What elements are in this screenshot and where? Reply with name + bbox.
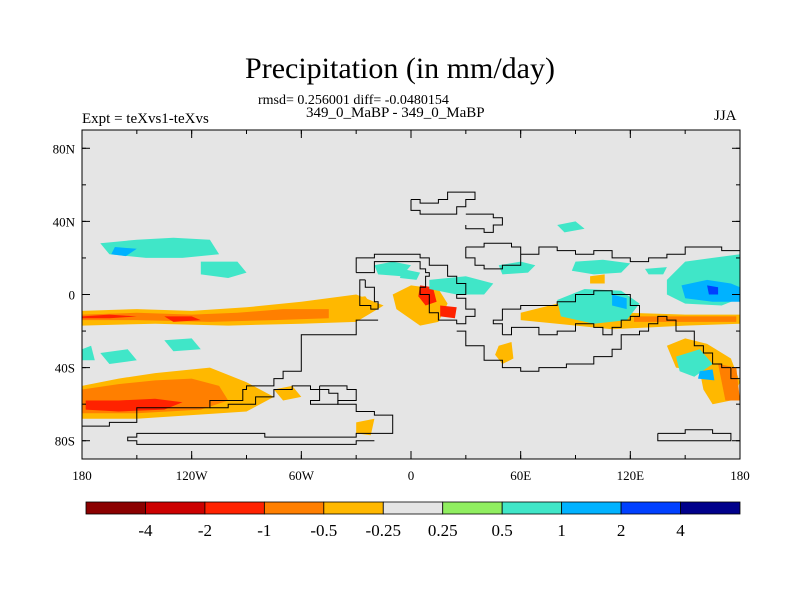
- precip-region-band-s-pac-max2: [164, 316, 201, 322]
- y-tick-label: 40N: [53, 214, 76, 229]
- precip-region-africa-green: [429, 276, 494, 295]
- colorbar-swatch-8: [561, 501, 622, 515]
- map-plot-area: [81, 129, 741, 460]
- y-tick-label: 80S: [55, 434, 75, 449]
- colorbar-label: 2: [617, 521, 626, 540]
- x-tick-label: 60E: [510, 468, 531, 483]
- precip-region-spot-b: [356, 418, 375, 436]
- colorbar-swatch-7: [501, 501, 563, 515]
- colorbar-label: -2: [198, 521, 212, 540]
- x-tick-label: 120W: [176, 468, 209, 483]
- coastline-8: [465, 213, 503, 233]
- x-tick-label: 180: [72, 468, 92, 483]
- coastline-10: [520, 246, 740, 263]
- chart-subtitle: rmsd= 0.256001 diff= -0.0480154: [258, 93, 449, 108]
- colorbar-swatch-5: [382, 501, 444, 515]
- colorbar-label: 4: [676, 521, 685, 540]
- continent-outlines: [82, 191, 740, 445]
- precip-region-pac-green-s: [100, 349, 137, 364]
- precip-region-africa-core: [418, 285, 437, 306]
- colorbar: -4 -2 -1 -0.5 -0.25 0.25 0.5 1 2 4: [85, 501, 741, 540]
- x-tick-label: 60W: [289, 468, 315, 483]
- colorbar-swatch-9: [620, 501, 681, 515]
- coastline-2: [310, 385, 357, 405]
- precip-region-e-pac-s-core: [718, 364, 740, 401]
- experiment-label: Expt = teXvs1-teXvs: [82, 111, 209, 127]
- colorbar-swatch-10: [680, 501, 741, 515]
- precip-region-pac-green-s2: [164, 338, 201, 352]
- coastline-4: [359, 279, 379, 310]
- coastline-9: [465, 242, 522, 270]
- precip-region-nh-band-west-core: [111, 247, 137, 257]
- colorbar-label: 0.25: [428, 521, 458, 540]
- precip-region-spot-e: [337, 296, 375, 313]
- colorbar-label: -0.5: [310, 521, 337, 540]
- colorbar-swatch-6: [442, 501, 503, 515]
- precip-region-spot-c: [495, 342, 514, 364]
- coastline-7: [410, 191, 476, 215]
- coastline-5: [456, 315, 740, 383]
- precip-region-spot-green-a: [557, 221, 585, 233]
- precip-region-w-pac-eq-max: [707, 285, 719, 295]
- colorbar-swatch-4: [323, 501, 384, 515]
- colorbar-swatch-3: [263, 501, 325, 515]
- colorbar-label: -1: [257, 521, 271, 540]
- precip-region-pac-green-s3: [82, 345, 95, 361]
- coastline-6: [492, 290, 640, 336]
- coastline-1: [127, 385, 394, 445]
- colorbar-swatch-1: [145, 501, 206, 515]
- precip-region-s-america-green: [676, 349, 713, 377]
- coastline-0: [82, 319, 379, 427]
- precip-region-s-america-blue: [698, 369, 715, 381]
- y-tick-label: 80N: [53, 141, 76, 156]
- colorbar-label: 0.5: [492, 521, 513, 540]
- precipitation-regions: [82, 221, 740, 436]
- period-label: 349_0_MaBP - 349_0_MaBP: [306, 105, 485, 121]
- y-tick-label: 0: [69, 288, 76, 303]
- precip-region-nh-band-west-b: [200, 261, 247, 278]
- chart-title: Precipitation (in mm/day): [245, 52, 555, 85]
- colorbar-swatch-2: [204, 501, 265, 515]
- precip-region-band-s-pac-core: [82, 309, 329, 322]
- y-axis: 80S 40S 0 40N 80N: [53, 141, 740, 449]
- precip-region-pacific-ne-green: [400, 268, 421, 280]
- x-tick-label: 120E: [617, 468, 645, 483]
- season-label: JJA: [714, 108, 737, 124]
- x-tick-label: 0: [408, 468, 415, 483]
- coastline-3: [355, 253, 476, 325]
- x-tick-label: 180: [730, 468, 750, 483]
- x-axis: 180 120W 60W 0 60E 120E 180: [72, 130, 750, 483]
- colorbar-label: -4: [138, 521, 153, 540]
- precip-region-io-n: [571, 259, 631, 275]
- colorbar-label: -0.25: [366, 521, 401, 540]
- precip-region-io-s-core: [612, 294, 627, 310]
- precip-region-band-s-pac-max: [82, 314, 137, 319]
- precip-region-africa-core2: [440, 305, 457, 319]
- coastline-11: [657, 429, 732, 442]
- precip-region-spot-d: [590, 274, 605, 284]
- colorbar-swatch-0: [85, 501, 146, 515]
- colorbar-label: 1: [557, 521, 566, 540]
- precip-region-spot-green-b: [645, 267, 667, 275]
- precip-region-se-asia-band-core: [634, 316, 737, 322]
- y-tick-label: 40S: [55, 361, 75, 376]
